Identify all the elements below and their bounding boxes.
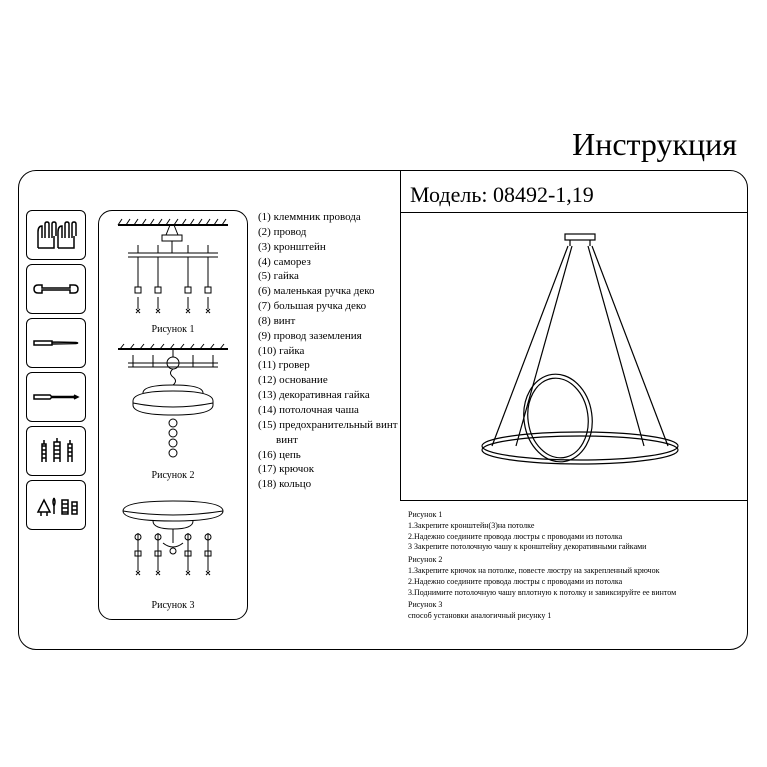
instr-line: 3 Закрепите потолочную чашу к кронштейну… <box>408 542 740 553</box>
instr-line: 1.Закрепите кронштейн(3)на потолке <box>408 521 740 532</box>
part-item: (8) винт <box>258 314 398 329</box>
tool-wrench <box>26 264 86 314</box>
instr-line: 3.Поднимите потолочную чашу вплотную к п… <box>408 588 740 599</box>
right-divider <box>400 500 748 501</box>
part-item: (10) гайка <box>258 344 398 359</box>
tool-screwdriver-flat <box>26 318 86 368</box>
part-item: (5) гайка <box>258 269 398 284</box>
part-item: (7) большая ручка деко <box>258 299 398 314</box>
diagram-2-label: Рисунок 2 <box>99 470 247 481</box>
part-item: (15) предохранительный винт <box>258 418 398 433</box>
diagram-3-label: Рисунок 3 <box>99 600 247 611</box>
part-item: (4) саморез <box>258 255 398 270</box>
diagram-1: Рисунок 1 <box>99 217 247 335</box>
tool-screwdriver-phillips <box>26 372 86 422</box>
instr-f1-title: Рисунок 1 <box>408 510 740 521</box>
part-item: (9) провод заземления <box>258 329 398 344</box>
part-item: (17) крючок <box>258 462 398 477</box>
instr-f2-title: Рисунок 2 <box>408 555 740 566</box>
part-item: (2) провод <box>258 225 398 240</box>
part-item: (14) потолочная чаша <box>258 403 398 418</box>
product-illustration <box>450 228 710 488</box>
part-item: винт <box>258 433 398 448</box>
instr-line: 2.Надежно соедините провода люстры с про… <box>408 532 740 543</box>
instr-line: способ установки аналогичный рисунку 1 <box>408 611 740 622</box>
tools-column <box>26 210 86 534</box>
instr-f3-title: Рисунок 3 <box>408 600 740 611</box>
part-item: (13) декоративная гайка <box>258 388 398 403</box>
instr-line: 2.Надежно соедините провода люстры с про… <box>408 577 740 588</box>
part-item: (6) маленькая ручка деко <box>258 284 398 299</box>
part-item: (18) кольцо <box>258 477 398 492</box>
instr-line: 1.Закрепите крючок на потолке, повесте л… <box>408 566 740 577</box>
diagram-2: Рисунок 2 <box>99 343 247 481</box>
model-underline <box>400 212 748 213</box>
diagram-3: Рисунок 3 <box>99 493 247 611</box>
part-item: (16) цепь <box>258 448 398 463</box>
part-item: (3) кронштейн <box>258 240 398 255</box>
model-label: Модель: 08492-1,19 <box>410 182 594 208</box>
instructions-block: Рисунок 1 1.Закрепите кронштейн(3)на пот… <box>408 508 740 622</box>
diagram-1-label: Рисунок 1 <box>99 324 247 335</box>
part-item: (11) гровер <box>258 358 398 373</box>
part-item: (1) клеммник провода <box>258 210 398 225</box>
part-item: (12) основание <box>258 373 398 388</box>
tool-gloves <box>26 210 86 260</box>
tool-anchors <box>26 426 86 476</box>
tool-hardware <box>26 480 86 530</box>
parts-list: (1) клеммник провода (2) провод (3) крон… <box>258 210 398 492</box>
diagram-frame: Рисунок 1 Рисунок 2 <box>98 210 248 620</box>
page-title: Инструкция <box>572 126 737 163</box>
